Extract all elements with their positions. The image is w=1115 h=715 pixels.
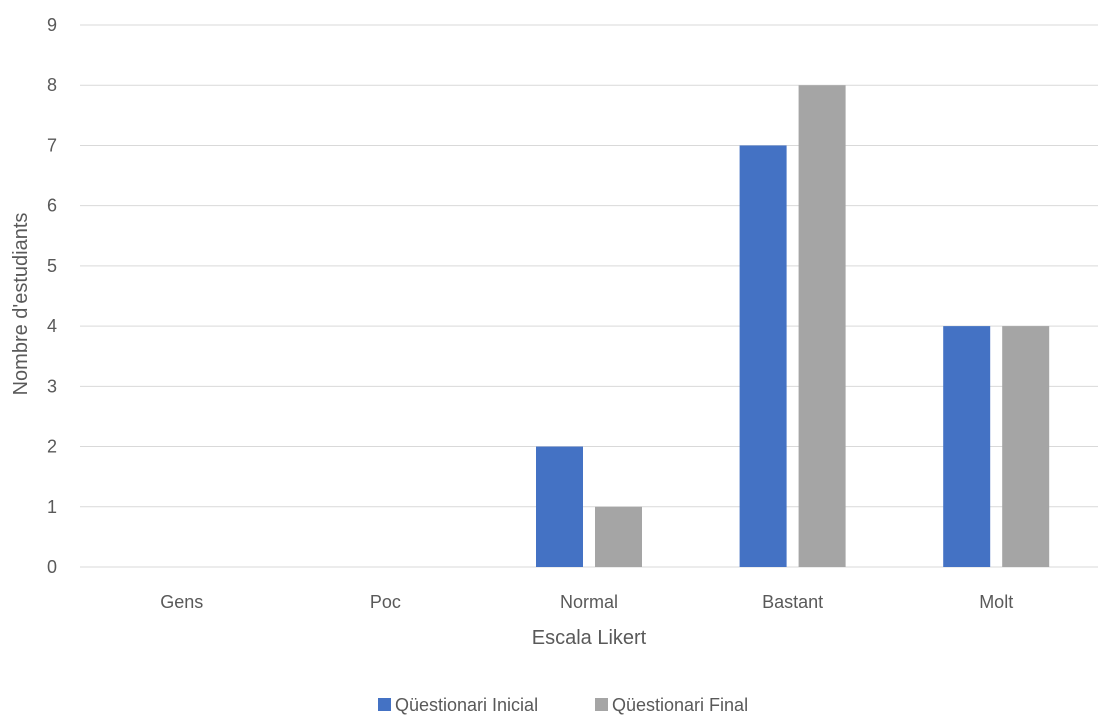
- y-axis-ticks: 0 1 2 3 4 5 6 7 8 9: [47, 15, 57, 577]
- bar: [739, 145, 787, 567]
- y-tick-label: 3: [47, 376, 57, 396]
- y-tick-label: 7: [47, 135, 57, 155]
- x-category-label: Gens: [160, 592, 203, 612]
- y-tick-label: 9: [47, 15, 57, 35]
- y-tick-label: 1: [47, 497, 57, 517]
- bar: [536, 446, 583, 567]
- legend-label: Qüestionari Inicial: [395, 695, 538, 715]
- x-category-label: Poc: [370, 592, 401, 612]
- x-category-label: Normal: [560, 592, 618, 612]
- bar: [1002, 326, 1050, 567]
- bar: [595, 506, 642, 567]
- y-tick-label: 8: [47, 75, 57, 95]
- x-axis-categories: Gens Poc Normal Bastant Molt: [160, 592, 1013, 612]
- y-tick-label: 6: [47, 196, 57, 216]
- bars: [536, 85, 1050, 567]
- y-axis-title: Nombre d'estudiants: [10, 213, 32, 396]
- y-tick-label: 0: [47, 557, 57, 577]
- x-category-label: Bastant: [762, 592, 823, 612]
- y-tick-label: 5: [47, 256, 57, 276]
- legend-label: Qüestionari Final: [612, 695, 748, 715]
- y-tick-label: 2: [47, 437, 57, 457]
- y-tick-label: 4: [47, 316, 57, 336]
- x-category-label: Molt: [979, 592, 1013, 612]
- legend-swatch: [378, 698, 391, 711]
- gridlines: [80, 24, 1098, 508]
- bar: [943, 326, 991, 567]
- legend: Qüestionari Inicial Qüestionari Final: [378, 695, 748, 715]
- x-axis-title: Escala Likert: [532, 627, 647, 649]
- bar: [798, 85, 846, 567]
- legend-swatch: [595, 698, 608, 711]
